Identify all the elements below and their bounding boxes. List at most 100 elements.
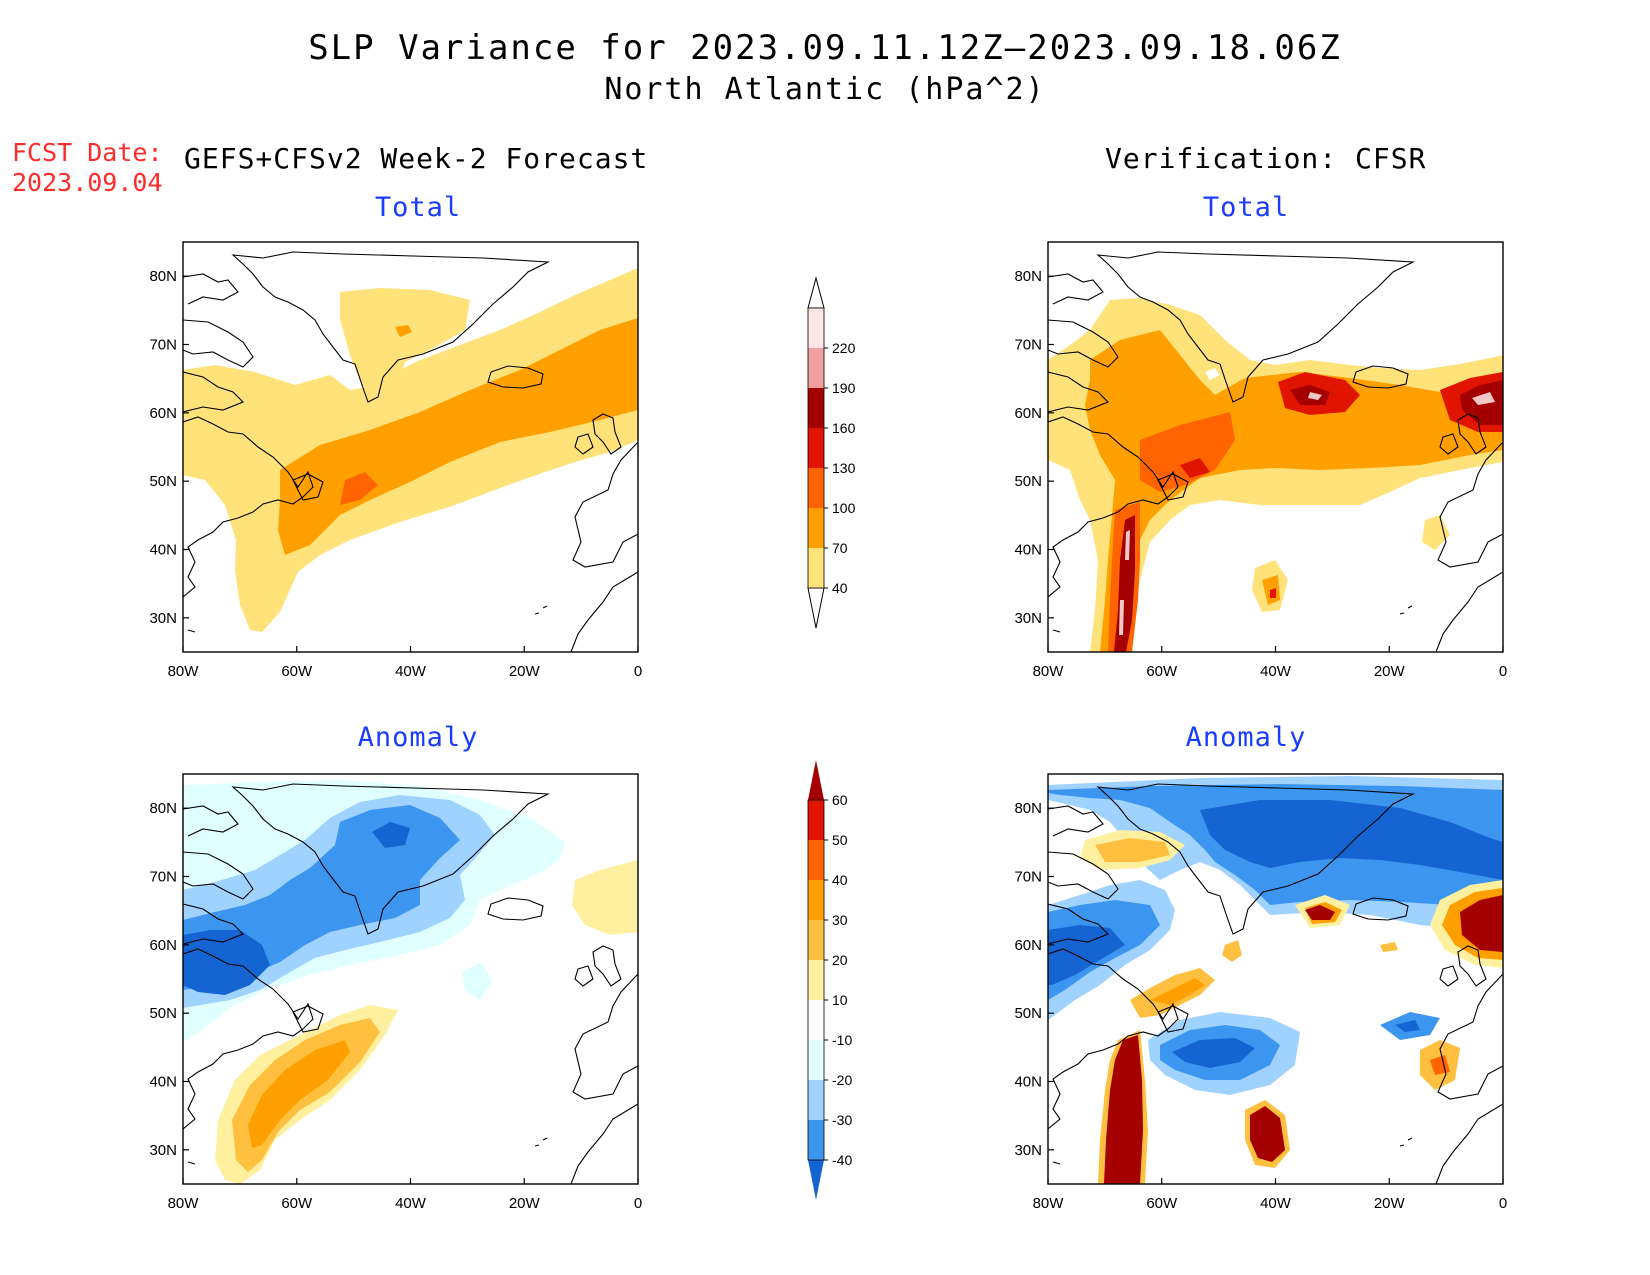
colorbar-label: 190 xyxy=(832,380,856,396)
lat-tick-label: 80N xyxy=(149,800,177,817)
lon-tick-label: 20W xyxy=(509,663,541,680)
lat-tick-label: 30N xyxy=(149,610,177,627)
colorbar-label: 160 xyxy=(832,420,856,436)
colorbar-swatch xyxy=(808,428,824,468)
lat-tick-label: 40N xyxy=(149,1074,177,1091)
lon-tick-label: 20W xyxy=(1374,1195,1406,1212)
colorbar-swatch xyxy=(808,1120,824,1160)
colorbar-swatch xyxy=(808,880,824,920)
colorbar-label: 30 xyxy=(832,912,848,928)
lat-tick-label: 40N xyxy=(1014,542,1042,559)
colorbar-swatch xyxy=(808,920,824,960)
colorbar-swatch xyxy=(808,508,824,548)
verification-anomaly-axes: 80W 60W 40W 20W 0 80N 70N 60N 50N 40N 30N xyxy=(1014,800,1507,1212)
lat-tick-label: 30N xyxy=(1014,610,1042,627)
lon-tick-label: 60W xyxy=(281,663,313,680)
lat-tick-label: 40N xyxy=(149,542,177,559)
verification-anomaly-map xyxy=(1047,773,1504,1185)
colorbar-bottom-arrow xyxy=(808,1160,824,1200)
lat-tick-label: 40N xyxy=(1014,1074,1042,1091)
lat-tick-label: 60N xyxy=(149,937,177,954)
lat-tick-label: 50N xyxy=(149,1005,177,1022)
anomaly-colorbar: 60 50 40 30 20 10 -10 -20 -30 -40 xyxy=(807,760,852,1200)
colorbar-swatch xyxy=(808,548,824,588)
lon-tick-label: 40W xyxy=(1260,663,1292,680)
colorbar-bottom-arrow xyxy=(807,587,825,629)
lat-tick-label: 60N xyxy=(1014,937,1042,954)
colorbar-label: 40 xyxy=(832,580,848,596)
verification-total-title: Total xyxy=(1202,192,1290,223)
lat-tick-label: 60N xyxy=(1014,405,1042,422)
colorbar-swatch xyxy=(808,1080,824,1120)
lon-tick-label: 80W xyxy=(1033,1195,1065,1212)
lat-tick-label: 80N xyxy=(1014,268,1042,285)
lon-tick-label: 40W xyxy=(395,1195,427,1212)
colorbar-swatch xyxy=(808,960,824,1000)
colorbar-label: 130 xyxy=(832,460,856,476)
forecast-total-axes: 80W 60W 40W 20W 0 80N 70N 60N 50N 40N 30N xyxy=(149,268,642,680)
lat-tick-label: 60N xyxy=(149,405,177,422)
lon-tick-label: 80W xyxy=(1033,663,1065,680)
colorbar-top-arrow xyxy=(808,760,824,800)
colorbar-label: 10 xyxy=(832,992,848,1008)
colorbar-swatch xyxy=(808,840,824,880)
lat-tick-label: 80N xyxy=(1014,800,1042,817)
forecast-anomaly-title: Anomaly xyxy=(357,722,479,753)
colorbar-label: 50 xyxy=(832,832,848,848)
lon-tick-label: 0 xyxy=(634,1195,642,1212)
lon-tick-label: 80W xyxy=(168,663,200,680)
verification-total-map xyxy=(1047,241,1504,653)
colorbar-swatch xyxy=(808,348,824,388)
colorbar-swatch xyxy=(808,468,824,508)
colorbar-label: -10 xyxy=(832,1032,852,1048)
forecast-date-label: FCST Date: xyxy=(12,138,163,167)
total-colorbar: 40 70 100 130 160 190 220 xyxy=(807,276,856,629)
colorbar-label: -40 xyxy=(832,1152,852,1168)
colorbar-swatch xyxy=(808,1040,824,1080)
colorbar-label: -30 xyxy=(832,1112,852,1128)
colorbar-label: 70 xyxy=(832,540,848,556)
colorbar-swatch xyxy=(808,388,824,428)
colorbar-swatch xyxy=(808,308,824,348)
forecast-total-map xyxy=(182,241,639,653)
lon-tick-label: 60W xyxy=(281,1195,313,1212)
forecast-column-header: GEFS+CFSv2 Week-2 Forecast xyxy=(184,142,649,175)
lon-tick-label: 0 xyxy=(1499,1195,1507,1212)
main-title: SLP Variance for 2023.09.11.12Z–2023.09.… xyxy=(308,28,1342,68)
lat-tick-label: 70N xyxy=(149,869,177,886)
colorbar-frame xyxy=(807,799,825,1161)
forecast-total-title: Total xyxy=(374,192,462,223)
forecast-anomaly-map xyxy=(182,773,639,1185)
verification-column-header: Verification: CFSR xyxy=(1105,142,1427,175)
colorbar-label: -20 xyxy=(832,1072,852,1088)
lat-tick-label: 70N xyxy=(1014,337,1042,354)
lon-tick-label: 20W xyxy=(509,1195,541,1212)
colorbar-label: 20 xyxy=(832,952,848,968)
lon-tick-label: 60W xyxy=(1146,663,1178,680)
lat-tick-label: 30N xyxy=(149,1142,177,1159)
verification-anomaly-title: Anomaly xyxy=(1185,722,1307,753)
lon-tick-label: 0 xyxy=(1499,663,1507,680)
colorbar-frame xyxy=(807,307,825,589)
lat-tick-label: 50N xyxy=(1014,1005,1042,1022)
subtitle: North Atlantic (hPa^2) xyxy=(604,72,1046,107)
lat-tick-label: 50N xyxy=(149,473,177,490)
lat-tick-label: 80N xyxy=(149,268,177,285)
lat-tick-label: 70N xyxy=(149,337,177,354)
lat-tick-label: 70N xyxy=(1014,869,1042,886)
forecast-anomaly-axes: 80W 60W 40W 20W 0 80N 70N 60N 50N 40N 30N xyxy=(149,800,642,1212)
colorbar-label: 40 xyxy=(832,872,848,888)
colorbar-label: 220 xyxy=(832,340,856,356)
colorbar-label: 60 xyxy=(832,792,848,808)
lon-tick-label: 80W xyxy=(168,1195,200,1212)
lon-tick-label: 20W xyxy=(1374,663,1406,680)
lon-tick-label: 0 xyxy=(634,663,642,680)
lat-tick-label: 50N xyxy=(1014,473,1042,490)
verification-total-axes: 80W 60W 40W 20W 0 80N 70N 60N 50N 40N 30N xyxy=(1014,268,1507,680)
forecast-date-value: 2023.09.04 xyxy=(12,168,163,197)
lon-tick-label: 40W xyxy=(395,663,427,680)
lat-tick-label: 30N xyxy=(1014,1142,1042,1159)
colorbar-label: 100 xyxy=(832,500,856,516)
lon-tick-label: 60W xyxy=(1146,1195,1178,1212)
